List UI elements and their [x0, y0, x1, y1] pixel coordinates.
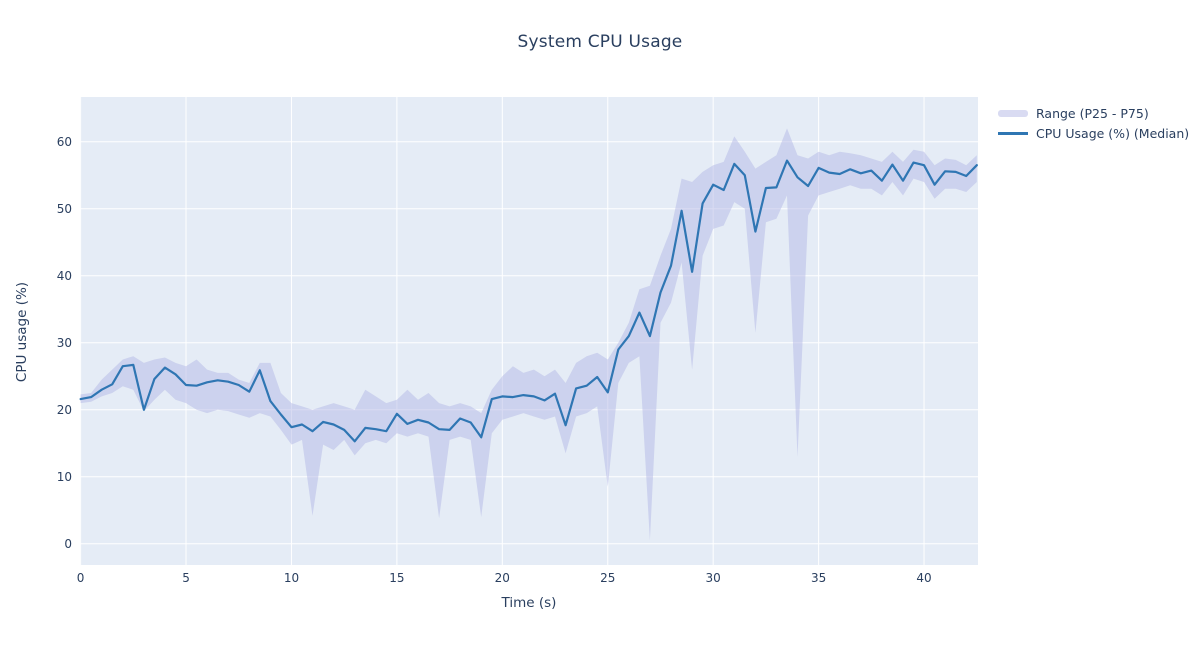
- legend-label-median: CPU Usage (%) (Median): [1036, 126, 1190, 141]
- x-tick-label: 25: [600, 571, 615, 585]
- x-tick-label: 0: [77, 571, 85, 585]
- line-swatch-icon: [998, 132, 1028, 135]
- legend-label-range: Range (P25 - P75): [1036, 106, 1149, 121]
- y-tick-label: 10: [57, 470, 72, 484]
- y-axis-title: CPU usage (%): [14, 281, 30, 383]
- y-tick-label: 0: [64, 537, 72, 551]
- x-tick-label: 30: [706, 571, 721, 585]
- y-tick-label: 30: [57, 336, 72, 350]
- band-swatch-icon: [998, 110, 1028, 117]
- y-tick-label: 60: [57, 135, 72, 149]
- y-tick-label: 20: [57, 403, 72, 417]
- x-tick-label: 35: [811, 571, 826, 585]
- x-tick-label: 10: [284, 571, 299, 585]
- median-line: [79, 159, 978, 443]
- legend: Range (P25 - P75) CPU Usage (%) (Median): [998, 106, 1189, 141]
- x-tick-label: 40: [916, 571, 931, 585]
- x-tick-label: 20: [495, 571, 510, 585]
- y-tick-labels: 0 10 20 30 40 50 60: [57, 135, 72, 551]
- p25-p75-band-area: [80, 128, 977, 541]
- legend-item-median[interactable]: CPU Usage (%) (Median): [998, 126, 1189, 141]
- x-tick-label: 15: [389, 571, 404, 585]
- chart-title: System CPU Usage: [517, 32, 683, 52]
- x-tick-label: 5: [182, 571, 190, 585]
- x-tick-labels: 0 5 10 15 20 25 30 35 40: [77, 571, 932, 585]
- y-tick-label: 50: [57, 202, 72, 216]
- y-tick-label: 40: [57, 269, 72, 283]
- legend-item-range[interactable]: Range (P25 - P75): [998, 106, 1189, 121]
- x-axis-title: Time (s): [501, 595, 557, 611]
